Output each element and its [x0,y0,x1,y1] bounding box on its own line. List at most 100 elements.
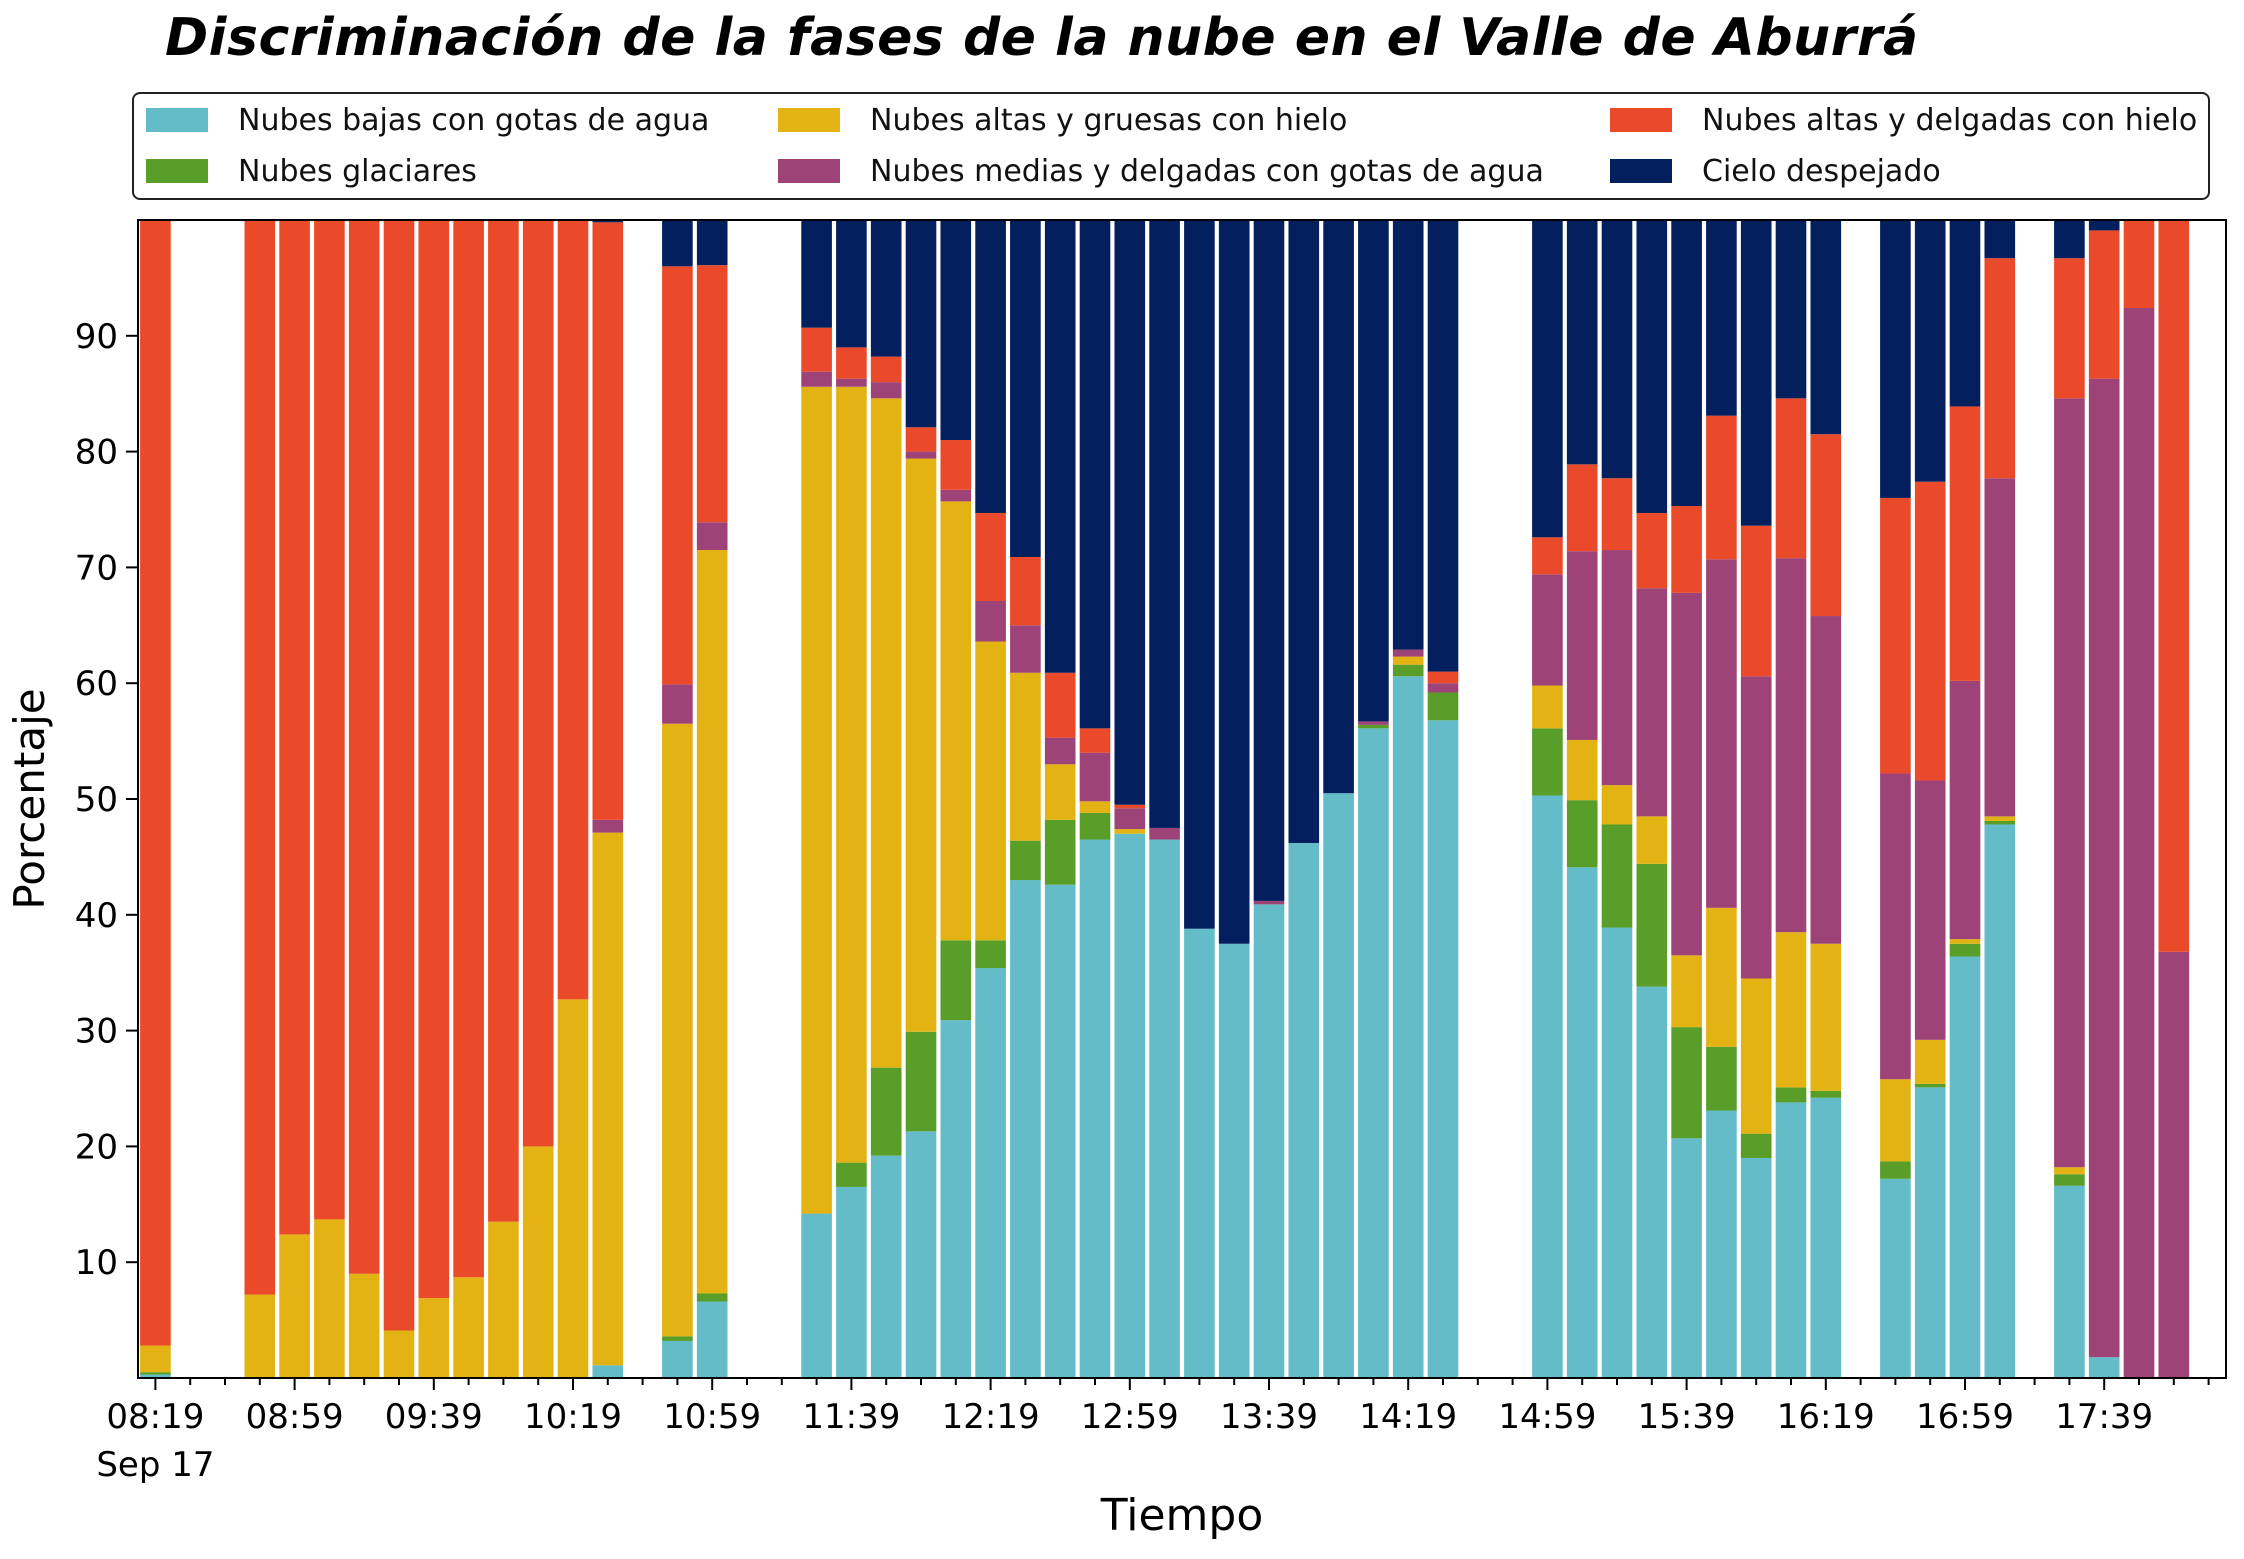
bar-segment-nubes-altas-y-gruesas-con-hielo [696,550,728,1294]
legend-item-cielo-despejado: Cielo despejado [1610,151,1941,191]
bar-segment-nubes-altas-y-delgadas-con-hielo [453,220,484,1278]
x-tick-sublabel: Sep 17 [96,1445,214,1485]
bar-segment-nubes-medias-y-delgadas-con-gotas-de-agua [1358,721,1389,725]
bar-segment-cielo-despejado [975,220,1006,513]
bar-segment-cielo-despejado [2054,220,2085,259]
bar-segment-nubes-altas-y-gruesas-con-hielo [801,386,832,1214]
bar-1359 [1323,220,1354,1378]
bar-segment-nubes-altas-y-gruesas-con-hielo [244,1294,276,1378]
bar-segment-nubes-altas-y-delgadas-con-hielo [1810,434,1842,617]
bar-segment-nubes-medias-y-delgadas-con-gotas-de-agua [975,600,1006,642]
bar-segment-cielo-despejado [801,220,832,328]
bar-segment-nubes-altas-y-delgadas-con-hielo [592,222,624,820]
bar-1209 [940,220,972,1378]
bar-segment-cielo-despejado [1079,220,1111,729]
bar-segment-nubes-altas-y-delgadas-con-hielo [557,220,589,1000]
bar-segment-nubes-bajas-con-gotas-de-agua [870,1155,902,1378]
chart-title: Discriminación de la fases de la nube en… [165,8,1919,68]
bar-segment-nubes-medias-y-delgadas-con-gotas-de-agua [696,522,728,551]
bar-segment-cielo-despejado [1358,220,1389,722]
bar-segment-nubes-bajas-con-gotas-de-agua [1149,839,1180,1378]
bar-segment-nubes-bajas-con-gotas-de-agua [2088,1357,2120,1378]
bar-segment-nubes-medias-y-delgadas-con-gotas-de-agua [1740,676,1772,979]
bar-segment-cielo-despejado [905,220,937,428]
bar-segment-nubes-bajas-con-gotas-de-agua [1566,867,1598,1378]
bar-segment-nubes-glaciares [1079,812,1111,840]
bar-segment-nubes-medias-y-delgadas-con-gotas-de-agua [1914,780,1946,1040]
bar-1549 [1706,220,1737,1378]
bar-0819 [140,220,171,1378]
bar-segment-nubes-medias-y-delgadas-con-gotas-de-agua [1810,616,1842,944]
bar-segment-cielo-despejado [1810,220,1842,435]
bar-segment-nubes-glaciares [1706,1046,1737,1111]
bar-segment-nubes-altas-y-delgadas-con-hielo [662,266,693,685]
bar-segment-nubes-altas-y-delgadas-con-hielo [1636,512,1668,589]
bar-segment-nubes-altas-y-delgadas-con-hielo [279,220,310,1235]
bar-segment-nubes-altas-y-gruesas-con-hielo [1984,816,2016,822]
bar-segment-nubes-glaciares [2054,1174,2085,1186]
bar-segment-nubes-bajas-con-gotas-de-agua [1706,1110,1737,1378]
bar-1619 [1810,220,1842,1378]
y-tick-label: 80 [75,433,118,473]
bar-segment-nubes-altas-y-delgadas-con-hielo [2158,220,2190,952]
bar-0859 [279,220,310,1378]
x-tick-label: 10:19 [524,1397,622,1437]
bar-segment-nubes-glaciares [940,940,972,1021]
legend-label-nubes-altas-delgadas: Nubes altas y delgadas con hielo [1702,102,2198,138]
bar-segment-nubes-medias-y-delgadas-con-gotas-de-agua [1706,559,1737,908]
bar-segment-nubes-medias-y-delgadas-con-gotas-de-agua [2088,378,2120,1358]
bar-segment-nubes-altas-y-delgadas-con-hielo [1532,537,1563,575]
bar-segment-nubes-glaciares [1601,824,1633,928]
bar-segment-nubes-bajas-con-gotas-de-agua [1323,793,1354,1378]
bar-segment-nubes-altas-y-delgadas-con-hielo [870,356,902,383]
bar-segment-cielo-despejado [696,220,728,266]
bar-segment-nubes-bajas-con-gotas-de-agua [1601,927,1633,1378]
legend-label-nubes-altas-gruesas: Nubes altas y gruesas con hielo [870,102,1348,138]
bar-segment-nubes-medias-y-delgadas-con-gotas-de-agua [1010,625,1041,673]
legend-item-nubes-altas-delgadas: Nubes altas y delgadas con hielo [1610,100,2197,140]
y-tick-label: 90 [75,317,118,357]
bar-1249 [1079,220,1111,1378]
bar-1319 [1184,220,1215,1378]
bar-segment-cielo-despejado [870,220,902,357]
bar-segment-nubes-altas-y-gruesas-con-hielo [1532,685,1563,729]
legend-label-nubes-medias: Nubes medias y delgadas con gotas de agu… [870,153,1544,189]
bar-0949 [453,220,484,1378]
bar-segment-nubes-medias-y-delgadas-con-gotas-de-agua [2158,951,2190,1378]
bar-segment-nubes-medias-y-delgadas-con-gotas-de-agua [1392,649,1424,657]
bar-segment-nubes-altas-y-delgadas-con-hielo [244,220,276,1295]
bar-segment-nubes-altas-y-gruesas-con-hielo [1775,932,1807,1088]
bar-segment-nubes-bajas-con-gotas-de-agua [1810,1097,1842,1378]
legend-swatch-nubes-bajas [146,108,208,132]
bar-1309 [1149,220,1180,1378]
x-tick-label: 13:39 [1220,1397,1318,1437]
bar-segment-nubes-medias-y-delgadas-con-gotas-de-agua [870,382,902,399]
bar-segment-nubes-altas-y-gruesas-con-hielo [2054,1167,2085,1175]
bar-segment-nubes-bajas-con-gotas-de-agua [592,1365,624,1378]
bar-segment-nubes-medias-y-delgadas-con-gotas-de-agua [1775,558,1807,933]
bar-segment-nubes-altas-y-delgadas-con-hielo [1775,398,1807,559]
bar-segment-cielo-despejado [836,220,867,348]
bar-segment-nubes-altas-y-gruesas-con-hielo [1566,739,1598,801]
bar-0849 [244,220,276,1378]
bar-segment-nubes-glaciares [140,1372,171,1375]
bar-0919 [348,220,380,1378]
bar-segment-nubes-altas-y-gruesas-con-hielo [1392,656,1424,665]
bar-segment-nubes-altas-y-gruesas-con-hielo [905,458,937,1032]
legend-label-cielo-despejado: Cielo despejado [1702,153,1941,189]
bar-segment-nubes-medias-y-delgadas-con-gotas-de-agua [1079,752,1111,802]
bar-1049 [662,220,693,1378]
bar-segment-cielo-despejado [1775,220,1807,399]
y-axis-label: Porcentaje [5,688,54,909]
bar-1529 [1636,220,1668,1378]
y-tick-label: 30 [75,1012,118,1052]
bar-segment-nubes-medias-y-delgadas-con-gotas-de-agua [2054,398,2085,1168]
legend-item-nubes-medias: Nubes medias y delgadas con gotas de agu… [778,151,1544,191]
bar-segment-nubes-altas-y-delgadas-con-hielo [418,220,450,1299]
bar-segment-nubes-altas-y-delgadas-con-hielo [1566,464,1598,552]
bar-segment-nubes-altas-y-gruesas-con-hielo [1949,939,1981,944]
x-tick-label: 16:19 [1777,1397,1875,1437]
bar-segment-nubes-altas-y-delgadas-con-hielo [348,220,380,1274]
bar-1649 [1914,220,1946,1378]
legend-swatch-nubes-altas-delgadas [1610,108,1672,132]
